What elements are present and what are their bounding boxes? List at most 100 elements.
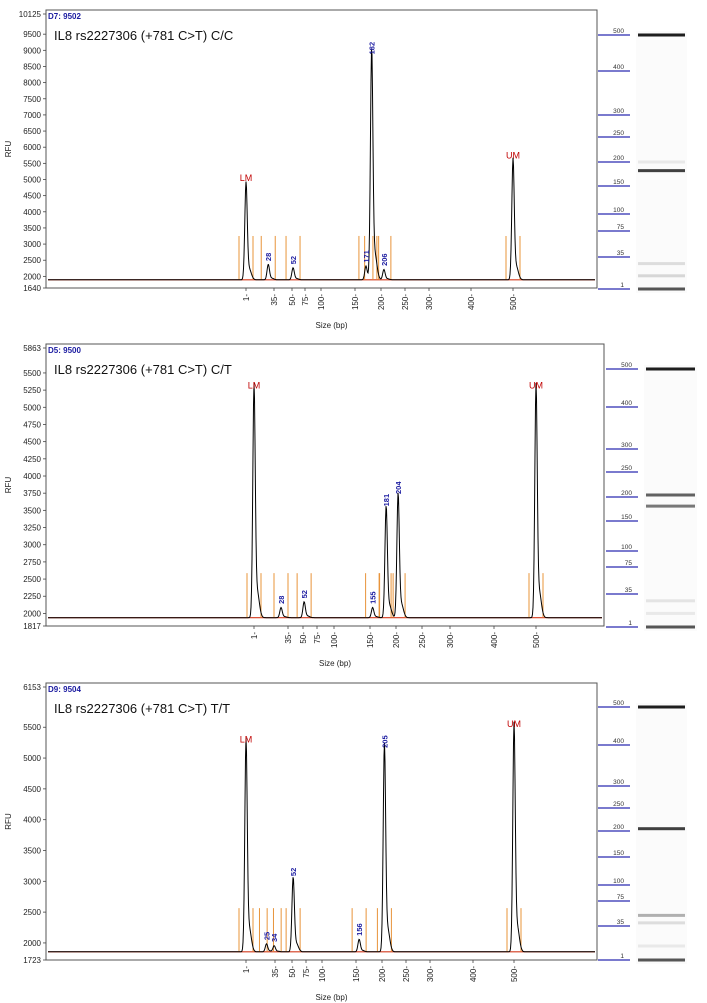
y-axis-label: RFU (4, 813, 13, 830)
y-tick-label: 2500 (23, 575, 41, 584)
sample-header: D9: 9504 (48, 685, 81, 694)
x-tick-label: 300- (426, 966, 435, 982)
marker-label-lm: LM (240, 173, 253, 183)
panel-3: D9: 9504 IL8 rs2227306 (+781 C>T) T/T 6153… (4, 682, 687, 1002)
y-tick-label: 3000 (23, 877, 41, 886)
y-axis-label: RFU (4, 477, 13, 494)
ladder-size-label: 75 (625, 560, 633, 567)
gel-band (638, 169, 685, 173)
y-tick-label: 3000 (23, 541, 41, 550)
y-tick-label: 5500 (23, 159, 41, 168)
x-tick-label: 1- (242, 966, 251, 973)
peak-size-label: 206 (380, 253, 389, 266)
gel-lane (636, 703, 687, 964)
x-tick-label: 250- (401, 294, 410, 310)
trace-line (48, 382, 602, 619)
x-tick-label: 500- (532, 632, 541, 648)
sample-header: D7: 9502 (48, 12, 81, 21)
y-tick-label: 4500 (23, 438, 41, 447)
marker-label-lm: LM (248, 381, 261, 391)
x-axis-label: Size (bp) (315, 993, 347, 1002)
x-tick-label: 300- (425, 294, 434, 310)
x-tick-label: 50- (299, 632, 308, 644)
ladder-size-label: 150 (621, 514, 632, 521)
y-tick-label: 10125 (19, 10, 42, 19)
x-tick-label: 1- (250, 632, 259, 639)
x-tick-label: 400- (490, 632, 499, 648)
gel-band (638, 944, 685, 948)
ladder-size-label: 150 (613, 850, 624, 857)
peak-size-label: 171 (362, 250, 371, 263)
ladder-size-label: 75 (617, 224, 625, 231)
y-tick-label: 2000 (23, 939, 41, 948)
y-tick-label: 5000 (23, 175, 41, 184)
x-tick-label: 75- (313, 632, 322, 644)
y-tick-label: 9500 (23, 30, 41, 39)
ladder-size-label: 35 (617, 919, 625, 926)
plot-frame (45, 682, 598, 961)
y-tick-label: 3500 (23, 224, 41, 233)
x-tick-label: 1- (242, 294, 251, 301)
peak-size-label: 52 (289, 256, 298, 264)
y-tick-label: 9000 (23, 46, 41, 55)
y-tick-label: 4500 (23, 192, 41, 201)
y-tick-label: 3500 (23, 506, 41, 515)
marker-label-um: UM (507, 719, 521, 729)
y-tick-label: 1723 (23, 956, 41, 965)
gel-band (646, 367, 695, 371)
y-tick-label: 4250 (23, 455, 41, 464)
ladder-size-label: 200 (621, 490, 632, 497)
x-tick-label: 35- (271, 966, 280, 978)
y-tick-label: 2500 (23, 908, 41, 917)
gel-band (638, 274, 685, 278)
y-tick-label: 5500 (23, 369, 41, 378)
gel-band (638, 262, 685, 266)
x-tick-label: 500- (510, 966, 519, 982)
y-tick-label: 2500 (23, 256, 41, 265)
panel-2: D5: 9500 IL8 rs2227306 (+781 C>T) C/T 5863… (4, 343, 697, 668)
peak-size-label: 204 (394, 481, 403, 494)
plot-frame (45, 9, 598, 289)
y-tick-label: 6500 (23, 127, 41, 136)
ladder-size-label: 1 (628, 620, 632, 627)
x-tick-label: 250- (418, 632, 427, 648)
y-tick-label: 5000 (23, 403, 41, 412)
ladder-size-label: 100 (613, 878, 624, 885)
ladder-size-label: 400 (613, 64, 624, 71)
y-tick-label: 3750 (23, 489, 41, 498)
x-tick-label: 500- (509, 294, 518, 310)
peak-size-label: 28 (277, 596, 286, 604)
x-tick-label: 50- (288, 966, 297, 978)
ladder-size-label: 200 (613, 824, 624, 831)
ladder-size-label: 150 (613, 179, 624, 186)
peak-size-label: 205 (380, 735, 389, 748)
x-axis-label: Size (bp) (319, 659, 351, 668)
x-tick-label: 35- (284, 632, 293, 644)
ladder-size-label: 500 (613, 700, 624, 707)
gel-band (638, 921, 685, 925)
gel-band (638, 827, 685, 831)
x-tick-label: 100- (330, 632, 339, 648)
peak-size-label: 181 (382, 494, 391, 507)
marker-label-um: UM (529, 381, 543, 391)
y-tick-label: 2750 (23, 558, 41, 567)
ladder-size-label: 250 (613, 130, 624, 137)
plot-title: IL8 rs2227306 (+781 C>T) T/T (54, 701, 230, 716)
y-tick-label: 5000 (23, 754, 41, 763)
marker-label-um: UM (506, 150, 520, 160)
gel-band (646, 504, 695, 508)
gel-band (638, 705, 685, 709)
y-tick-label: 4000 (23, 208, 41, 217)
x-tick-label: 400- (469, 966, 478, 982)
gel-band (646, 599, 695, 603)
gel-band (638, 958, 685, 962)
y-tick-label: 3500 (23, 846, 41, 855)
gel-band (638, 33, 685, 37)
plot-title: IL8 rs2227306 (+781 C>T) C/C (54, 28, 233, 43)
trace-line (48, 721, 595, 953)
gel-band (638, 160, 685, 164)
plot-title: IL8 rs2227306 (+781 C>T) C/T (54, 362, 232, 377)
peak-size-label: 155 (369, 591, 378, 604)
marker-label-lm: LM (240, 735, 253, 745)
